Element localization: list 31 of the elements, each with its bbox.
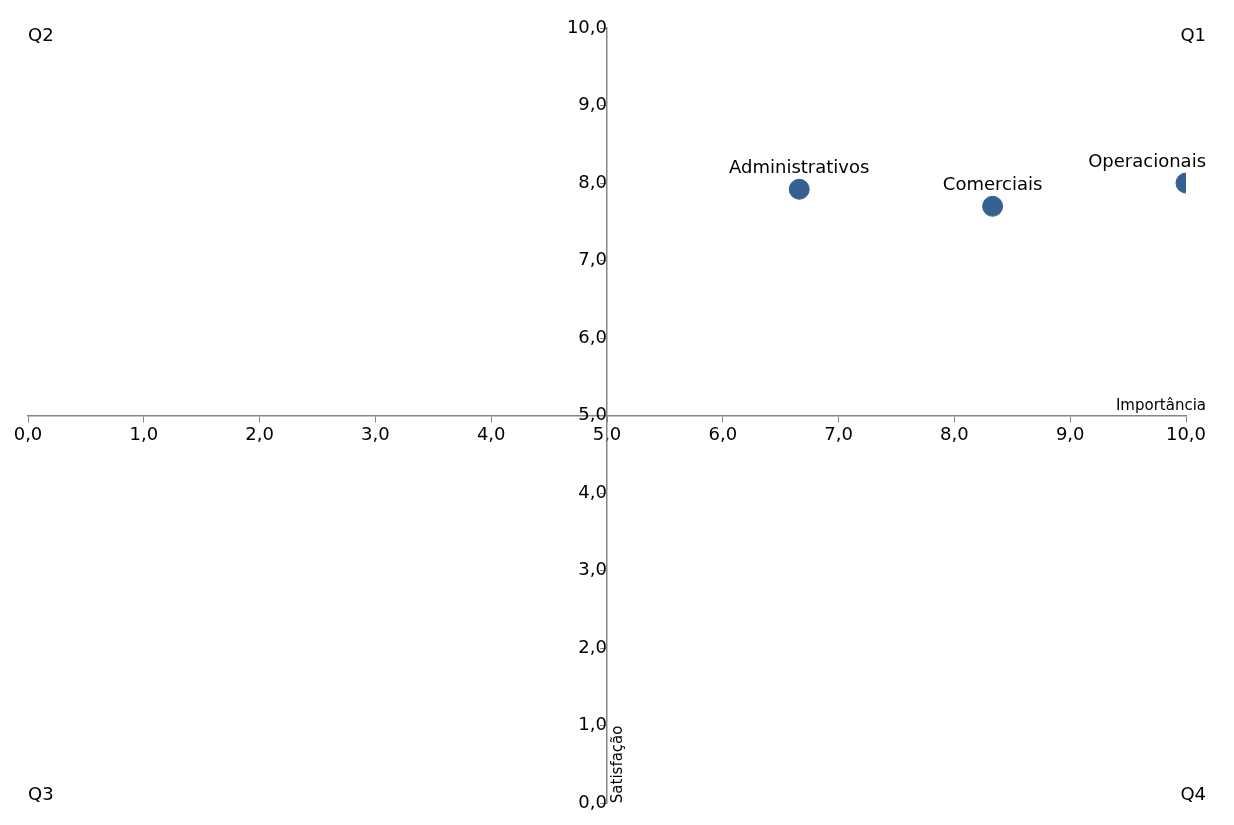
- y-tick-label: 9,0: [578, 93, 607, 115]
- y-tick-label: 4,0: [578, 480, 607, 502]
- annotation: Q3: [28, 782, 54, 804]
- y-axis-title: Satisfação: [608, 725, 627, 804]
- y-tick-label: 2,0: [578, 635, 607, 657]
- y-tick-label: 10,0: [566, 15, 607, 37]
- x-tick-label: 6,0: [708, 423, 738, 445]
- x-tick-label: 9,0: [1055, 423, 1085, 445]
- y-tick-label: 3,0: [578, 558, 607, 580]
- y-tick-label: 6,0: [578, 325, 607, 347]
- y-tick-label: 0,0: [578, 790, 607, 812]
- x-tick-label: 1,0: [129, 423, 159, 445]
- series-label: Operacionais: [1088, 149, 1206, 171]
- series-label: Comerciais: [942, 172, 1043, 194]
- annotation: Q1: [1180, 23, 1206, 45]
- y-tick-label: 7,0: [578, 248, 607, 270]
- y-tick-label: 8,0: [578, 170, 607, 192]
- annotation: Q4: [1180, 782, 1206, 804]
- x-tick-label: 0,0: [13, 423, 43, 445]
- x-tick-label: 4,0: [476, 423, 506, 445]
- x-tick-label: 7,0: [824, 423, 853, 445]
- y-tick-label: 1,0: [578, 713, 607, 735]
- y-tick-label: 5,0: [578, 403, 607, 425]
- x-axis-title: Importância: [1115, 395, 1206, 414]
- x-tick-label: 8,0: [940, 423, 969, 445]
- series-label: Administrativos: [729, 155, 870, 177]
- annotation: Q2: [28, 23, 54, 45]
- x-tick-label: 3,0: [361, 423, 390, 445]
- x-tick-label: 10,0: [1165, 423, 1207, 445]
- x-tick-label: 2,0: [245, 423, 274, 445]
- x-tick-label: 5,0: [592, 423, 622, 445]
